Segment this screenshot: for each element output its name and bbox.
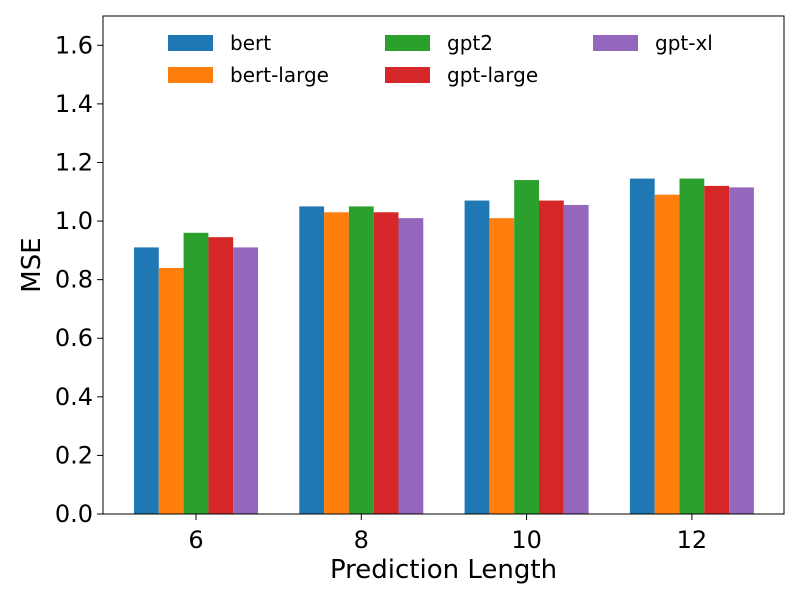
y-tick-label: 1.4 (55, 90, 93, 118)
bar-bert-12 (629, 178, 655, 514)
bar-bert-8 (299, 206, 325, 514)
y-tick-label: 0.8 (55, 266, 93, 294)
bar-bert-large-12 (654, 194, 680, 514)
legend-swatch-gpt-xl (593, 35, 638, 51)
y-tick-label: 0.0 (55, 500, 93, 528)
y-tick-label: 0.2 (55, 441, 93, 469)
legend-swatch-gpt-large (385, 67, 430, 83)
bar-gpt-xl-6 (233, 247, 258, 515)
bar-gpt2-8 (348, 206, 374, 514)
y-axis-ticks: 0.0 0.2 0.4 0.6 0.8 1.0 1.2 1.4 1.6 (55, 31, 103, 528)
bar-gpt-xl-10 (563, 204, 589, 514)
legend-swatch-bert-large (168, 67, 213, 83)
bar-bert-6 (134, 247, 159, 515)
bar-bert-large-8 (324, 212, 349, 514)
y-tick-label: 1.2 (55, 148, 93, 176)
legend-label-gpt-large: gpt-large (447, 63, 538, 87)
y-tick-label: 1.6 (55, 31, 93, 59)
y-axis-label: MSE (17, 237, 47, 292)
bar-gpt-xl-12 (729, 187, 754, 514)
bar-gpt-large-12 (704, 185, 730, 514)
bar-bert-large-6 (158, 267, 184, 514)
legend-label-bert: bert (230, 31, 271, 55)
legend-label-gpt2: gpt2 (447, 31, 493, 55)
bar-gpt2-10 (514, 180, 539, 515)
legend-label-bert-large: bert-large (230, 63, 329, 87)
legend-label-gpt-xl: gpt-xl (655, 31, 713, 55)
legend-swatch-bert (168, 35, 213, 51)
x-tick-label: 10 (511, 526, 542, 554)
x-tick-label: 12 (677, 526, 708, 554)
x-axis-ticks: 6 8 10 12 (188, 514, 707, 554)
bar-gpt2-6 (183, 232, 209, 514)
x-tick-label: 8 (354, 526, 369, 554)
bar-bert-large-10 (489, 218, 515, 514)
legend: bert bert-large gpt2 gpt-large gpt-xl (168, 31, 713, 87)
bar-gpt-large-10 (539, 200, 564, 515)
y-tick-label: 0.6 (55, 324, 93, 352)
bars-group (134, 178, 754, 515)
plot-frame (102, 15, 785, 515)
bar-gpt2-12 (679, 178, 705, 514)
bar-gpt-large-8 (373, 212, 399, 514)
bar-gpt-xl-8 (398, 218, 424, 514)
x-axis-label: Prediction Length (330, 555, 557, 585)
y-tick-label: 0.4 (55, 383, 93, 411)
bar-gpt-large-6 (208, 237, 234, 515)
bar-bert-10 (464, 200, 490, 515)
y-tick-label: 1.0 (55, 207, 93, 235)
legend-swatch-gpt2 (385, 35, 430, 51)
x-tick-label: 6 (188, 526, 203, 554)
